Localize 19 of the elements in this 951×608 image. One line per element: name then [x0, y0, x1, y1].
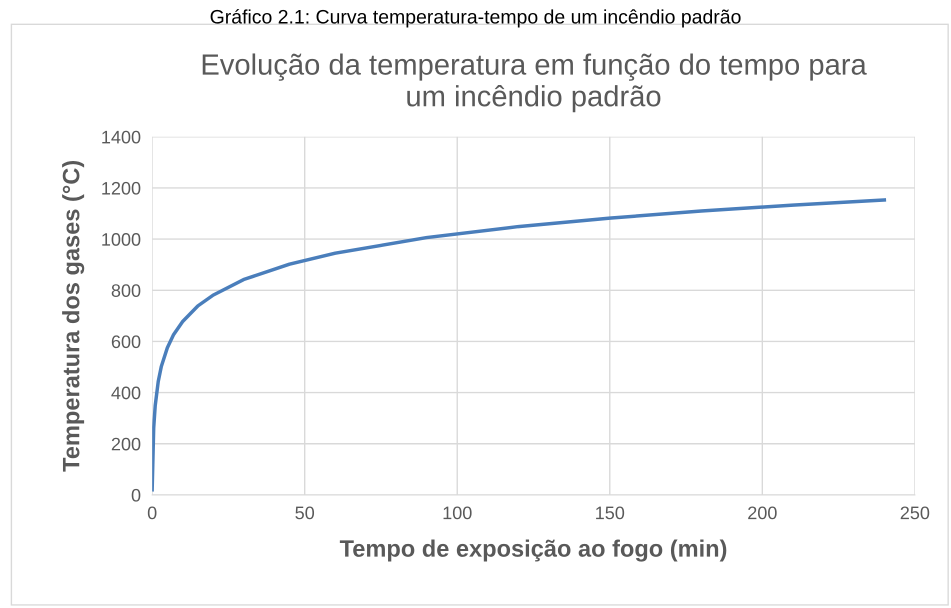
- chart-title: Evolução da temperatura em função do tempo para um incêndio padrão: [202, 53, 867, 112]
- y-tick-label: 1200: [102, 182, 140, 195]
- y-tick-label: 800: [112, 284, 140, 297]
- y-tick-label: 600: [112, 335, 140, 348]
- x-axis-title: Tempo de exposição ao fogo (min): [340, 540, 726, 562]
- x-tick-label: 250: [900, 506, 930, 520]
- y-tick-label: 200: [112, 438, 140, 450]
- text: Gráfico 2.1: Curva temperatura-tempo de um incêndio padrão: [210, 9, 741, 28]
- y-tick-label: 400: [111, 386, 140, 400]
- line-series: [152, 198, 886, 492]
- y-tick-label: 0: [132, 488, 140, 502]
- x-tick-label: 0: [148, 506, 156, 520]
- y-tick-label: 1000: [102, 233, 140, 246]
- y-axis-title: Temperatura dos gases (°C): [62, 160, 84, 472]
- x-tick-label: 50: [295, 506, 314, 520]
- x-tick-label: 150: [596, 506, 624, 520]
- y-tick-label: 1400: [102, 130, 140, 144]
- x-tick-label: 100: [444, 506, 472, 520]
- x-tick-label: 200: [748, 506, 777, 520]
